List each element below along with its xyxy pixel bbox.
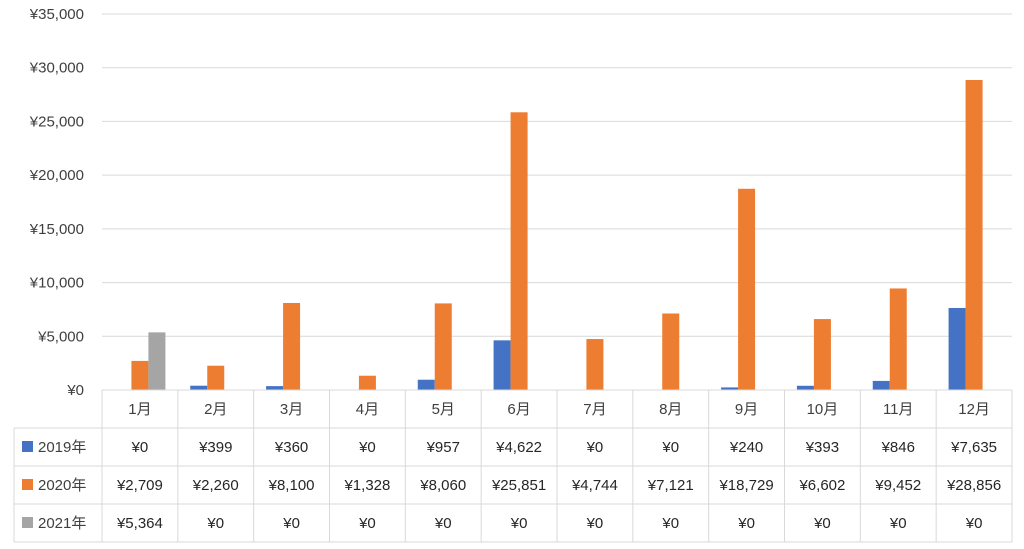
bar — [434, 303, 452, 390]
data-label: ¥0 — [661, 515, 679, 532]
bar — [207, 365, 225, 390]
data-label: ¥0 — [131, 439, 149, 456]
data-label: ¥4,622 — [495, 439, 542, 456]
bar — [148, 332, 166, 390]
data-label: ¥0 — [661, 439, 679, 456]
data-label: ¥0 — [434, 515, 452, 532]
series-name: 2020年 — [38, 477, 86, 494]
data-label: ¥957 — [426, 439, 460, 456]
data-label: ¥5,364 — [116, 515, 163, 532]
data-label: ¥0 — [510, 515, 528, 532]
category-label: 1月 — [128, 401, 151, 418]
series-name: 2019年 — [38, 439, 86, 456]
data-label: ¥8,060 — [419, 477, 466, 494]
data-label: ¥0 — [813, 515, 831, 532]
bar — [190, 385, 208, 390]
data-label: ¥0 — [965, 515, 983, 532]
data-label: ¥6,602 — [798, 477, 845, 494]
bar — [965, 80, 983, 390]
series-name: 2021年 — [38, 515, 86, 532]
bar — [721, 387, 739, 390]
y-tick-label: ¥30,000 — [29, 60, 84, 77]
legend-swatch — [22, 517, 33, 528]
bar — [662, 313, 680, 390]
data-label: ¥360 — [274, 439, 308, 456]
y-tick-label: ¥20,000 — [29, 167, 84, 184]
bar — [586, 339, 604, 390]
category-label: 9月 — [735, 401, 758, 418]
data-label: ¥0 — [586, 515, 604, 532]
bar — [813, 319, 831, 390]
y-tick-label: ¥10,000 — [29, 275, 84, 292]
data-label: ¥7,635 — [950, 439, 997, 456]
y-tick-label: ¥25,000 — [29, 113, 84, 130]
y-tick-label: ¥35,000 — [29, 6, 84, 23]
category-label: 2月 — [204, 401, 227, 418]
data-label: ¥0 — [358, 515, 376, 532]
bar — [283, 302, 301, 390]
bar — [266, 386, 284, 390]
data-label: ¥399 — [198, 439, 232, 456]
bar — [131, 360, 149, 390]
data-label: ¥18,729 — [718, 477, 773, 494]
data-label: ¥846 — [881, 439, 915, 456]
y-tick-label: ¥15,000 — [29, 221, 84, 238]
category-label: 12月 — [958, 401, 990, 418]
data-label: ¥0 — [282, 515, 300, 532]
category-label: 11月 — [883, 401, 914, 418]
bar — [948, 307, 966, 390]
legend-swatch — [22, 441, 33, 452]
legend-swatch — [22, 479, 33, 490]
category-label: 7月 — [583, 401, 606, 418]
bar — [493, 340, 511, 390]
bar — [738, 188, 756, 390]
data-label: ¥0 — [586, 439, 604, 456]
bar — [872, 380, 890, 390]
category-label: 6月 — [507, 401, 530, 418]
bar — [889, 288, 907, 390]
data-label: ¥8,100 — [268, 477, 315, 494]
data-label: ¥4,744 — [571, 477, 618, 494]
y-tick-label: ¥5,000 — [37, 328, 84, 345]
category-label: 5月 — [432, 401, 455, 418]
category-label: 4月 — [356, 401, 379, 418]
bar — [796, 385, 814, 390]
data-label: ¥393 — [805, 439, 839, 456]
data-label: ¥25,851 — [491, 477, 546, 494]
data-label: ¥0 — [889, 515, 907, 532]
data-label: ¥2,260 — [192, 477, 239, 494]
bar — [510, 112, 528, 390]
data-label: ¥7,121 — [647, 477, 694, 494]
data-label: ¥240 — [729, 439, 763, 456]
data-label: ¥2,709 — [116, 477, 163, 494]
data-label: ¥0 — [358, 439, 376, 456]
y-tick-label: ¥0 — [66, 382, 84, 399]
bar — [358, 375, 376, 390]
data-label: ¥0 — [737, 515, 755, 532]
category-label: 3月 — [280, 401, 303, 418]
category-label: 10月 — [807, 401, 839, 418]
category-label: 8月 — [659, 401, 682, 418]
data-label: ¥1,328 — [343, 477, 390, 494]
data-label: ¥28,856 — [946, 477, 1001, 494]
bar — [417, 379, 435, 390]
data-label: ¥0 — [206, 515, 224, 532]
data-label: ¥9,452 — [874, 477, 921, 494]
